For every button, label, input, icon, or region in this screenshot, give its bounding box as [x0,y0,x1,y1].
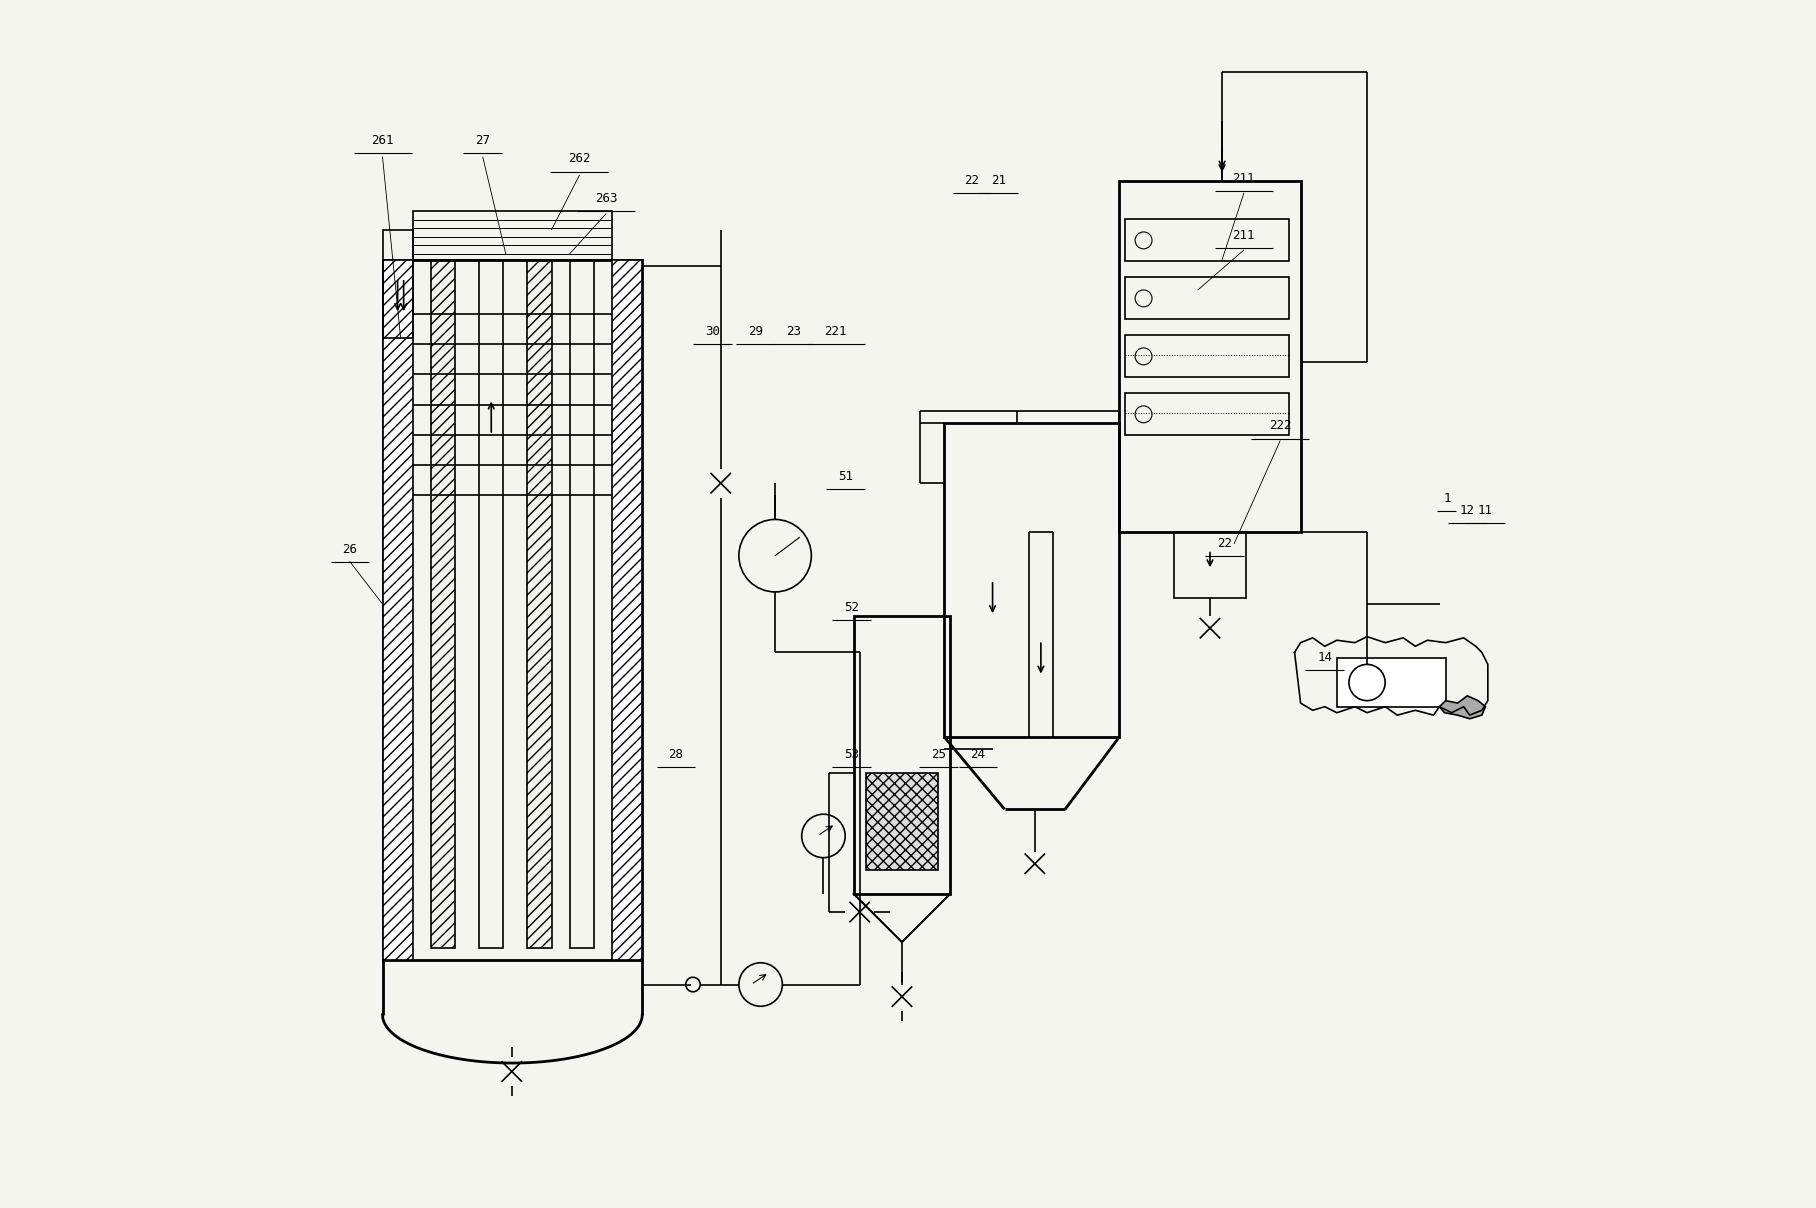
Text: 53: 53 [844,748,859,761]
Bar [527,260,552,948]
Bar [1173,532,1246,598]
Text: 263: 263 [596,192,617,205]
Text: 24: 24 [970,748,986,761]
Text: 261: 261 [370,134,394,147]
Text: 222: 222 [1269,419,1291,432]
Text: 51: 51 [837,470,854,483]
Text: 14: 14 [1317,651,1333,664]
Text: 30: 30 [705,325,719,338]
Text: 26: 26 [343,542,358,556]
Bar [1119,181,1300,532]
Bar [383,260,412,960]
Text: 262: 262 [568,152,590,165]
Text: 211: 211 [1233,172,1255,185]
Text: 52: 52 [844,600,859,614]
Bar [1126,277,1289,319]
Bar [854,616,950,894]
Text: 1: 1 [1444,492,1451,505]
Text: 22: 22 [1217,536,1231,550]
Bar [866,773,939,870]
Text: 23: 23 [786,325,801,338]
Text: 11: 11 [1478,504,1493,517]
Bar [479,260,503,948]
Bar [430,260,456,948]
Text: 221: 221 [824,325,846,338]
Bar [383,260,643,960]
Bar [1337,658,1446,707]
Bar [383,230,412,338]
Bar [1126,219,1289,261]
Polygon shape [1440,696,1485,719]
Bar [1126,335,1289,377]
Text: 211: 211 [1233,228,1255,242]
Text: 29: 29 [748,325,763,338]
Text: 28: 28 [668,748,683,761]
Bar [570,260,594,948]
Bar [412,211,612,260]
Bar [1126,393,1289,435]
Text: 21: 21 [992,174,1006,187]
Bar [612,260,643,960]
Text: 12: 12 [1460,504,1475,517]
Text: 22: 22 [964,174,979,187]
Text: 27: 27 [476,134,490,147]
Text: 25: 25 [932,748,946,761]
Bar [944,423,1119,737]
